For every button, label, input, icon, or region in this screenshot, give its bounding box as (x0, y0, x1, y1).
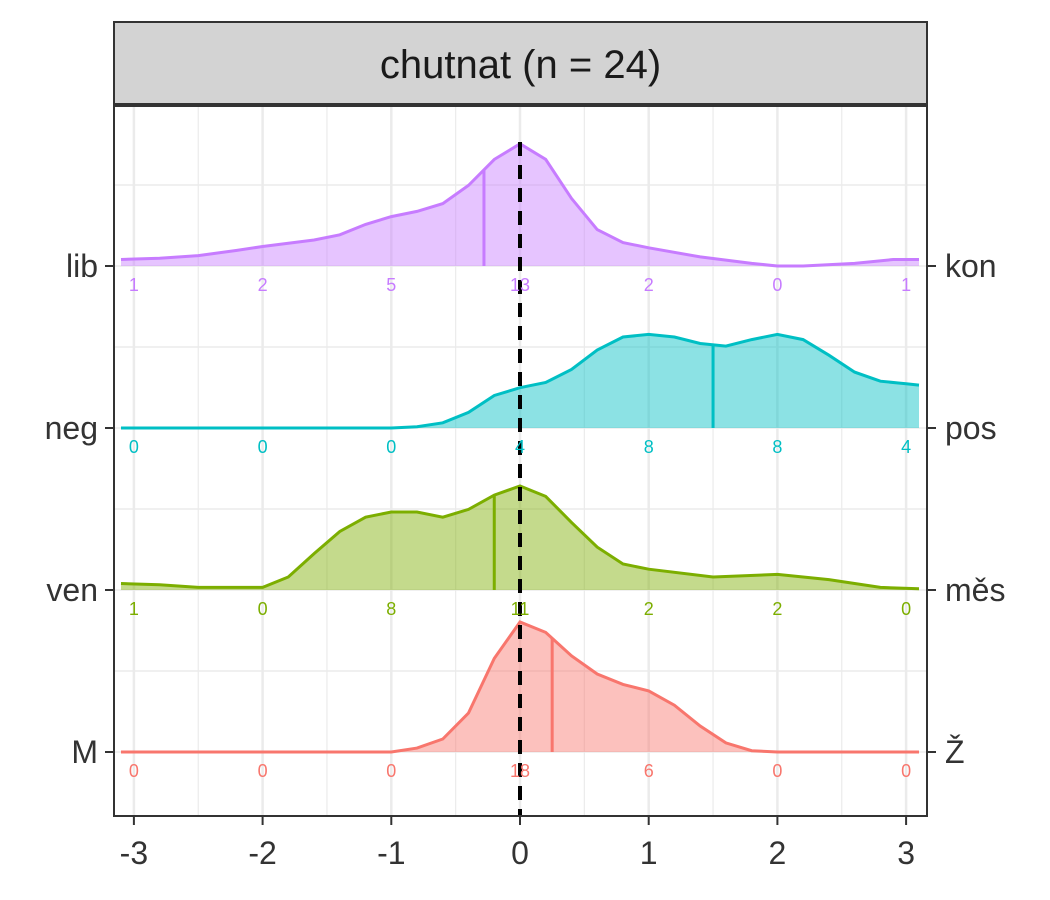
count-label: 0 (901, 599, 911, 619)
count-label: 1 (129, 275, 139, 295)
y-label-right: měs (945, 572, 1005, 608)
count-label: 1 (129, 599, 139, 619)
x-tick-label: 1 (640, 835, 658, 871)
count-label: 18 (510, 761, 530, 781)
count-label: 2 (644, 275, 654, 295)
count-labels: 0 0 0 18 6 0 0 1 0 8 11 2 2 0 0 0 0 4 8 8 4 1 2 5 13 2 0 1 (129, 275, 911, 781)
x-tick-label: -2 (248, 835, 276, 871)
count-label: 11 (511, 599, 530, 619)
count-label: 0 (129, 761, 139, 781)
y-label-left: M (71, 734, 98, 770)
chart-title: chutnat (n = 24) (380, 43, 661, 87)
x-tick-label: -3 (120, 835, 148, 871)
count-label: 6 (644, 761, 654, 781)
y-label-left: neg (45, 410, 98, 446)
ridge-line (120, 142, 919, 268)
y-label-right: pos (945, 410, 997, 446)
x-tick-label: 0 (511, 835, 529, 871)
ridge-area (121, 622, 919, 752)
count-label: 0 (772, 761, 782, 781)
count-label: 1 (901, 275, 911, 295)
x-axis: -3 -2 -1 0 1 2 3 (120, 816, 915, 871)
x-tick-label: 2 (769, 835, 787, 871)
count-label: 4 (901, 437, 911, 457)
count-label: 8 (772, 437, 782, 457)
y-label-left: ven (46, 572, 98, 608)
count-label: 0 (129, 437, 139, 457)
x-tick-label: -1 (377, 835, 405, 871)
count-label: 13 (510, 275, 530, 295)
count-label: 5 (386, 275, 396, 295)
count-label: 0 (386, 437, 396, 457)
count-label: 0 (258, 599, 268, 619)
count-label: 0 (386, 761, 396, 781)
count-label: 2 (644, 599, 654, 619)
count-label: 8 (386, 599, 396, 619)
ridge-area (121, 334, 919, 428)
y-label-right: Ž (945, 734, 965, 770)
x-tick-label: 3 (897, 835, 915, 871)
count-label: 2 (772, 599, 782, 619)
y-label-left: lib (66, 248, 98, 284)
count-label: 8 (644, 437, 654, 457)
ridge-line (121, 620, 919, 754)
y-label-right: kon (945, 248, 997, 284)
ridge-area (121, 143, 919, 266)
count-label: 0 (772, 275, 782, 295)
strip-background (113, 21, 928, 105)
count-label: 2 (258, 275, 268, 295)
ridge-line (121, 332, 920, 430)
count-label: 0 (901, 761, 911, 781)
count-label: 4 (515, 437, 525, 457)
count-label: 0 (258, 761, 268, 781)
ridge-line (120, 484, 920, 591)
count-label: 0 (258, 437, 268, 457)
